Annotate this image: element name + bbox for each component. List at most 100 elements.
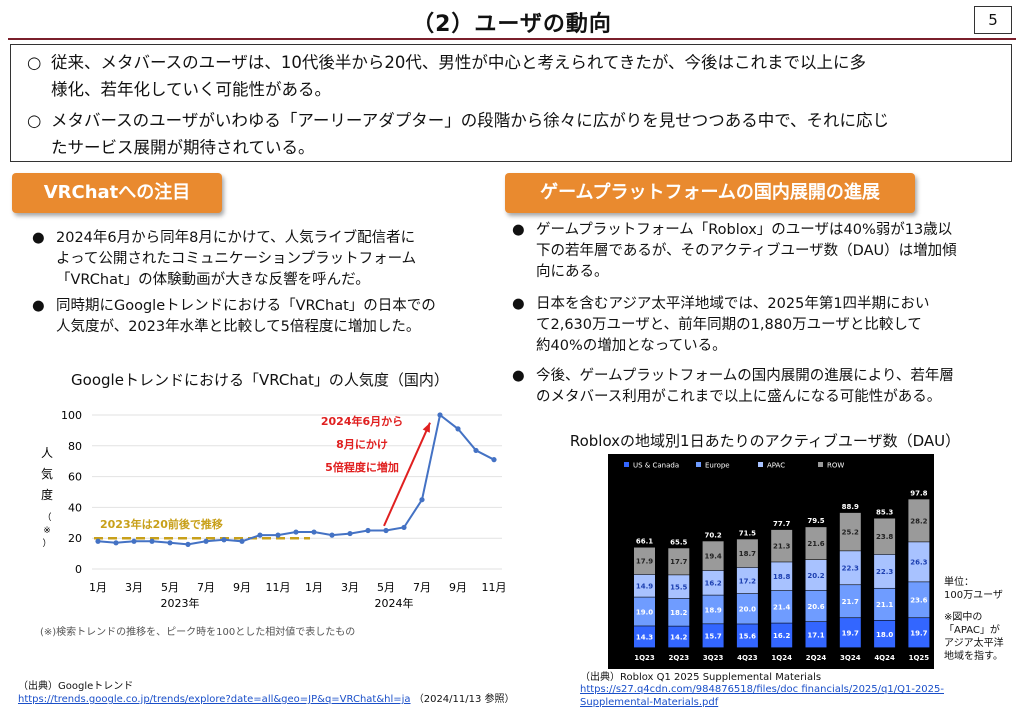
- bar-total-label: 77.7: [773, 520, 790, 528]
- y-axis-label-char: 人: [41, 446, 53, 460]
- trend-chart-title: Googleトレンドにおける「VRChat」の人気度（国内）: [71, 371, 449, 389]
- roblox-chart: US & Canada Europe APAC ROW 14.3 19.0 14.9 17.9…: [608, 454, 934, 669]
- bar-value-label: 14.2: [670, 634, 687, 642]
- title-divider: [8, 38, 1016, 40]
- bar-segment: [771, 623, 793, 648]
- y-axis-label-char: ）: [42, 538, 51, 549]
- bar-segment: [874, 554, 896, 588]
- bar-total-label: 79.5: [807, 517, 824, 525]
- bar-value-label: 18.7: [739, 550, 756, 558]
- apac-note-line: 地域を指す。: [944, 651, 1003, 662]
- bar-total-label: 65.5: [670, 538, 687, 546]
- right-bullet-2: ● 日本を含むアジア太平洋地域では、2025年第1四半期におい て2,630万ユ…: [510, 294, 1024, 357]
- bar-segment: [736, 567, 758, 594]
- increase-annotation: 2024年6月から: [321, 414, 403, 428]
- x-tick-label: 7月: [413, 581, 431, 594]
- bar-value-label: 23.6: [910, 597, 927, 605]
- data-point: [131, 538, 137, 544]
- data-point: [203, 538, 209, 544]
- x-tick-label: 5月: [377, 581, 395, 594]
- bar-value-label: 21.7: [842, 598, 859, 606]
- bar-value-label: 15.5: [670, 583, 687, 591]
- x-tick-label: 2Q24: [806, 654, 827, 662]
- bullet-dot-icon: ●: [512, 222, 525, 238]
- apac-note-line: 「APAC」が: [944, 625, 1000, 636]
- apac-note-line: ※図中の: [944, 612, 983, 623]
- bar-value-label: 20.0: [739, 606, 756, 614]
- bar-value-label: 20.6: [807, 603, 824, 611]
- x-tick-label: 2Q23: [669, 654, 690, 662]
- legend-label: US & Canada: [633, 462, 679, 470]
- apac-note: ※図中の 「APAC」が アジア太平洋 地域を指す。: [944, 611, 1004, 663]
- bar-segment: [874, 620, 896, 648]
- right-source-label: （出典）Roblox Q1 2025 Supplemental Material…: [580, 672, 822, 683]
- trend-chart: 0 20 40 60 80 100 人気度 （ ※ ） 2023年は20前後で推移 2024年6月から…: [41, 409, 507, 610]
- x-tick-label: 1Q24: [771, 654, 792, 662]
- bar-value-label: 19.0: [636, 608, 653, 616]
- bar-segment: [634, 547, 655, 575]
- bar-value-label: 23.8: [876, 533, 893, 541]
- bar-value-label: 18.9: [704, 606, 721, 614]
- data-point: [419, 497, 425, 503]
- apac-note-line: アジア太平洋: [944, 638, 1004, 649]
- bar-segment: [702, 624, 724, 648]
- data-point: [437, 412, 443, 418]
- bar-segment: [805, 590, 827, 622]
- y-tick-label: 0: [75, 563, 82, 576]
- bar-value-label: 14.3: [636, 634, 653, 642]
- roblox-chart-title: Robloxの地域別1日あたりのアクティブユーザ数（DAU）: [569, 432, 961, 450]
- left-bullet-2: ● 同時期にGoogleトレンドにおける「VRChat」の日本での 人気度が、2…: [30, 296, 526, 338]
- right-source-link-cont[interactable]: Supplemental-Materials.pdf: [580, 697, 719, 708]
- right-bullet-3: ● 今後、ゲームプラットフォームの国内展開の進展により、若年層 のメタバース利用…: [510, 366, 1024, 408]
- summary-item-2: ○ メタバースのユーザがいわゆる「アーリーアダプター」の段階から徐々に広がりを見せ…: [27, 107, 999, 134]
- summary-item-1-cont: 様化、若年化していく可能性がある。: [51, 80, 332, 99]
- summary-item-2-cont: たサービス展開が期待されている。: [51, 138, 315, 157]
- x-tick-label: 9月: [449, 581, 467, 594]
- x-tick-label: 1Q23: [634, 654, 655, 662]
- y-axis-label-char: 度: [41, 487, 53, 502]
- bar-segment: [839, 551, 861, 585]
- data-point: [473, 447, 479, 454]
- data-point: [383, 527, 389, 534]
- bar-value-label: 18.2: [670, 609, 687, 617]
- bar-value-label: 21.6: [807, 540, 824, 548]
- x-tick-label: 3Q24: [840, 654, 861, 662]
- data-point: [185, 541, 191, 547]
- bar-total-label: 88.9: [842, 503, 859, 511]
- circle-bullet-icon: ○: [27, 111, 42, 130]
- bar-segment: [702, 595, 724, 624]
- bar-segment: [805, 527, 827, 560]
- x-tick-label: 7月: [197, 581, 215, 594]
- legend-swatch: [818, 462, 823, 467]
- bar-value-label: 22.3: [876, 568, 893, 576]
- bar-value-label: 17.2: [739, 577, 756, 585]
- y-axis-label-char: ※: [43, 526, 51, 536]
- data-point: [275, 532, 281, 538]
- unit-label: 単位： 100万ユーザ: [944, 576, 1003, 602]
- bullet-dot-icon: ●: [512, 368, 525, 384]
- data-point: [113, 540, 119, 546]
- x-year-label: 2024年: [375, 596, 414, 610]
- right-source-link[interactable]: https://s27.q4cdn.com/984876518/files/do…: [580, 684, 944, 695]
- bar-segment: [736, 539, 758, 568]
- left-source-link[interactable]: https://trends.google.co.jp/trends/explo…: [18, 694, 411, 705]
- y-tick-label: 100: [61, 409, 82, 422]
- section-heading-game-platform: ゲームプラットフォームの国内展開の進展: [505, 173, 915, 213]
- data-point: [347, 530, 353, 537]
- bullet-line: て2,630万ユーザと、前年同期の1,880万ユーザと比較して: [536, 317, 922, 333]
- bar-segment: [668, 575, 690, 599]
- left-source: https://trends.google.co.jp/trends/explo…: [18, 693, 515, 706]
- bar-value-label: 19.4: [704, 553, 721, 561]
- summary-item-1: ○ 従来、メタバースのユーザは、10代後半から20代、男性が中心と考えられてきたが…: [27, 49, 999, 76]
- y-tick-label: 80: [68, 440, 82, 453]
- bar-total-label: 71.5: [739, 529, 756, 537]
- summary-text: メタバースのユーザがいわゆる「アーリーアダプター」の段階から徐々に広がりを見せつ…: [51, 111, 890, 130]
- summary-text: 従来、メタバースのユーザは、10代後半から20代、男性が中心と考えられてきたが、…: [51, 53, 867, 72]
- bar-value-label: 26.3: [910, 559, 927, 567]
- bar-value-label: 18.0: [876, 631, 893, 639]
- left-source-label: （出典）Googleトレンド: [18, 681, 134, 692]
- unit-label-line: 100万ユーザ: [944, 590, 1003, 601]
- data-point: [221, 537, 227, 543]
- bar-total-label: 85.3: [876, 508, 893, 516]
- bullet-line: よって公開されたコミュニケーションプラットフォーム: [56, 251, 417, 267]
